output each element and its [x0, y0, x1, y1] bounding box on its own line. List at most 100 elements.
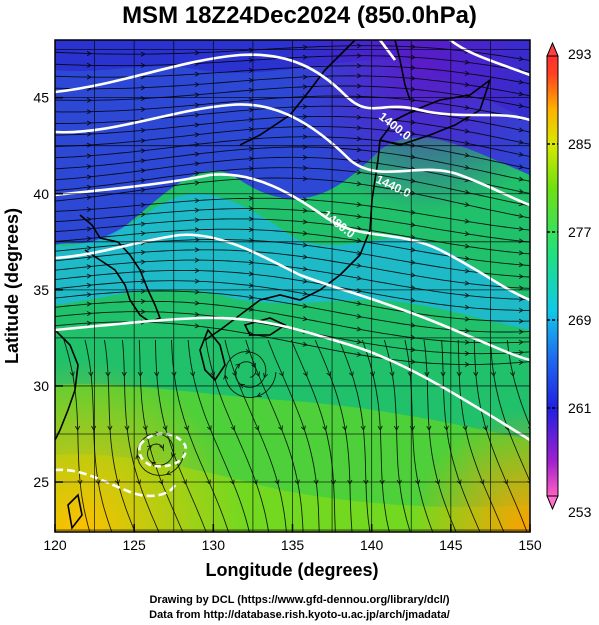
streamline-arrow	[140, 221, 146, 227]
streamline-arrow	[464, 81, 470, 88]
streamline	[506, 339, 530, 428]
kyushu-coast	[199, 328, 226, 382]
streamline-arrow	[194, 92, 200, 98]
streamline-arrow	[302, 44, 308, 50]
streamline	[224, 339, 287, 532]
streamline-arrow	[464, 104, 470, 111]
streamline-arrow	[410, 359, 416, 365]
streamline-arrow	[509, 371, 515, 377]
streamline-arrow	[464, 328, 470, 334]
streamline-arrow	[302, 254, 308, 260]
x-tick-label: 145	[439, 537, 463, 553]
streamline-arrow	[482, 425, 488, 431]
streamline-arrow	[518, 296, 524, 302]
streamline-arrow	[410, 222, 416, 228]
streamline-arrow	[140, 138, 146, 144]
streamline-arrow	[86, 311, 92, 317]
taiwan-coast	[67, 493, 83, 530]
streamline-arrow	[356, 125, 362, 131]
streamline-arrow	[86, 50, 92, 57]
streamline	[55, 280, 530, 322]
streamline-arrow	[393, 425, 400, 431]
streamline-arrow	[356, 53, 362, 59]
streamline-arrow	[302, 176, 308, 182]
streamline	[55, 136, 530, 170]
streamline-arrow	[239, 383, 246, 389]
streamline-arrow	[518, 349, 524, 356]
streamline-arrow	[518, 139, 524, 145]
streamline-arrow	[235, 363, 241, 369]
streamline-arrow	[194, 237, 200, 243]
streamline-arrow	[322, 425, 328, 431]
streamline-arrow	[464, 59, 470, 65]
streamline-arrow	[464, 70, 470, 76]
streamline-arrow	[410, 285, 416, 291]
streamline-arrow	[245, 349, 251, 355]
streamline-arrow	[86, 226, 92, 232]
streamline-arrow	[86, 194, 92, 201]
streamline-arrow	[302, 266, 308, 272]
streamline-arrow	[410, 234, 416, 240]
streamline-arrow	[206, 425, 212, 431]
streamline-arrow	[356, 351, 362, 357]
streamline-arrow	[356, 326, 362, 332]
streamline-arrow	[410, 272, 416, 278]
streamline-arrow	[86, 292, 92, 298]
streamline-arrow	[348, 371, 354, 377]
streamline	[55, 146, 530, 182]
japan-coast	[204, 139, 381, 341]
streamline-arrow	[464, 316, 470, 322]
streamline	[55, 45, 530, 61]
streamline-arrow	[194, 122, 200, 128]
streamline-arrow	[518, 56, 524, 62]
streamline	[245, 339, 304, 532]
streamline-arrow	[302, 303, 308, 309]
streamline-arrow	[190, 371, 196, 377]
y-tick-label: 45	[33, 90, 49, 106]
x-tick-label: 140	[360, 537, 384, 553]
streamline	[55, 75, 530, 97]
streamline-arrow	[389, 371, 395, 377]
streamline-arrow	[86, 216, 92, 222]
streamline-arrow	[223, 374, 229, 380]
streamline-arrow	[194, 289, 200, 295]
streamline	[55, 85, 530, 109]
streamline-arrow	[184, 425, 189, 431]
streamline-arrow	[518, 91, 524, 97]
streamline-arrow	[464, 280, 470, 286]
colorbar-min-arrow	[546, 495, 559, 511]
streamline-arrow	[440, 371, 446, 377]
streamline-arrow	[86, 153, 92, 159]
colorbar-tick-label: 293	[568, 46, 592, 62]
streamline-arrow	[194, 161, 200, 167]
x-tick-label: 150	[518, 537, 542, 553]
streamline-arrow	[302, 316, 308, 322]
streamline-arrow	[194, 102, 200, 108]
streamline-arrow	[464, 164, 470, 170]
streamline-arrow	[302, 114, 308, 120]
streamline-arrow	[86, 245, 92, 251]
streamline-arrow	[410, 119, 416, 125]
streamline-arrow	[302, 242, 308, 248]
streamline-arrow	[230, 425, 236, 431]
streamline-arrow	[171, 371, 177, 377]
streamline-arrow	[77, 479, 83, 485]
streamline	[55, 55, 530, 73]
streamline-arrow	[464, 361, 470, 367]
streamline-arrow	[300, 425, 306, 431]
streamline-arrow	[159, 444, 165, 450]
streamline-arrow	[356, 313, 362, 319]
streamline-arrow	[518, 339, 524, 345]
streamline-arrow	[356, 213, 362, 219]
streamline-arrow	[140, 269, 146, 275]
streamline	[154, 339, 207, 532]
streamline	[290, 339, 336, 532]
coastlines	[55, 40, 492, 530]
streamline-arrow	[464, 243, 470, 249]
streamline-arrow	[360, 425, 366, 431]
y-axis-title: Latitude (degrees)	[2, 208, 22, 364]
streamline-arrow	[464, 218, 470, 224]
streamline-arrow	[356, 181, 362, 187]
streamline-arrow	[356, 43, 362, 49]
